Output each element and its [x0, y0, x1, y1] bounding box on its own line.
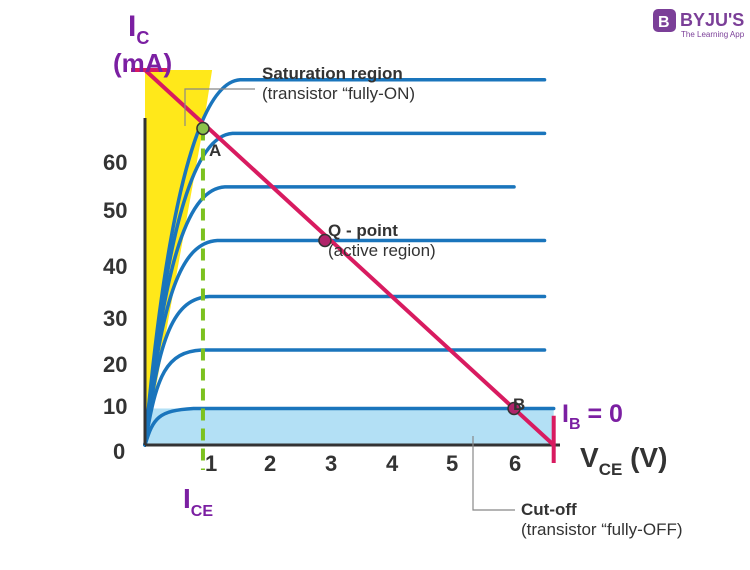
- y-tick-20: 20: [103, 352, 127, 377]
- saturation-title: Saturation region: [262, 64, 403, 83]
- ice-label: ICE: [183, 483, 213, 520]
- byjus-logo-mark: [653, 9, 676, 32]
- point-a-label: A: [209, 141, 221, 160]
- byjus-logo-tagline: The Learning App: [681, 30, 745, 39]
- y-axis-unit: (mA): [113, 48, 172, 78]
- curve-7: [143, 78, 547, 447]
- cutoff-subtitle: (transistor “fully-OFF): [521, 520, 683, 539]
- saturation-subtitle: (transistor “fully-ON): [262, 84, 415, 103]
- cutoff-region-fill: [145, 408, 554, 445]
- y-tick-30: 30: [103, 306, 127, 331]
- point-b-label: B: [513, 395, 525, 414]
- saturation-leader-line: [184, 88, 255, 126]
- load-line: [143, 68, 556, 447]
- ib-zero-label: IB = 0: [562, 400, 623, 433]
- cutoff-leader-line: [472, 436, 515, 511]
- y-tick-60: 60: [103, 150, 127, 175]
- x-tick-6: 6: [509, 451, 521, 476]
- qpoint-subtitle: (active region): [328, 241, 436, 260]
- point-a-marker: [196, 121, 210, 136]
- byjus-logo: B BYJU'S The Learning App: [653, 9, 745, 39]
- qpoint-title: Q - point: [328, 221, 398, 240]
- x-tick-5: 5: [446, 451, 458, 476]
- x-axis-label: VCE (V): [580, 442, 667, 479]
- byjus-logo-b: B: [658, 14, 670, 31]
- x-tick-4: 4: [386, 451, 399, 476]
- x-tick-1: 1: [205, 451, 217, 476]
- x-tick-2: 2: [264, 451, 276, 476]
- y-tick-40: 40: [103, 254, 127, 279]
- x-tick-3: 3: [325, 451, 337, 476]
- point-b-marker: [507, 401, 521, 416]
- cutoff-title: Cut-off: [521, 500, 577, 519]
- y-axis-label: IC: [128, 10, 149, 48]
- byjus-logo-name: BYJU'S: [680, 10, 744, 30]
- y-tick-50: 50: [103, 198, 127, 223]
- q-point-marker: [318, 233, 332, 248]
- origin-label: 0: [113, 439, 125, 464]
- y-tick-10: 10: [103, 394, 127, 419]
